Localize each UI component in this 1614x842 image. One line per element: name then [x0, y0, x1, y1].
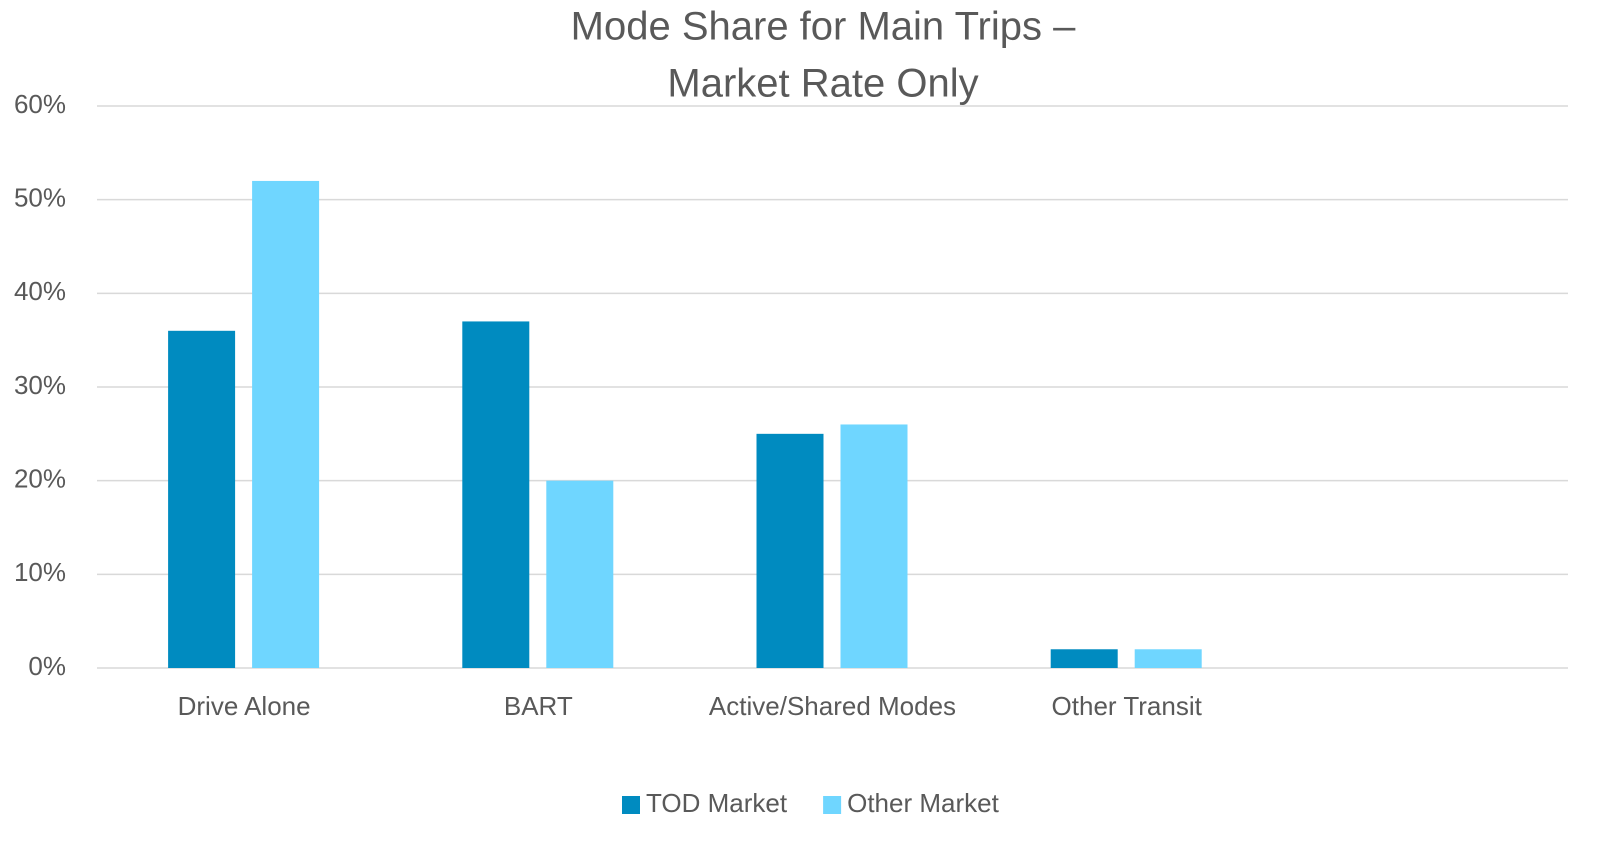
legend-label: Other Market: [847, 788, 999, 818]
x-tick-label: Active/Shared Modes: [709, 691, 956, 721]
chart-title: Mode Share for Main Trips –: [571, 5, 1076, 49]
y-tick-label: 40%: [14, 276, 66, 306]
bar: [840, 424, 908, 668]
y-tick-label: 50%: [14, 183, 66, 213]
bar: [1134, 649, 1202, 668]
x-tick-label: BART: [504, 691, 573, 721]
legend-label: TOD Market: [646, 788, 788, 818]
chart-title: Market Rate Only: [667, 62, 978, 106]
y-tick-label: 10%: [14, 557, 66, 587]
bar: [1050, 649, 1118, 668]
y-tick-label: 30%: [14, 370, 66, 400]
bar: [546, 480, 614, 668]
legend-swatch: [823, 796, 842, 814]
x-tick-label: Drive Alone: [178, 691, 311, 721]
y-tick-label: 60%: [14, 89, 66, 119]
bar: [168, 330, 236, 668]
x-tick-label: Other Transit: [1052, 691, 1203, 721]
bar: [252, 180, 320, 668]
y-tick-label: 20%: [14, 464, 66, 494]
legend-swatch: [622, 796, 640, 814]
bar: [462, 321, 530, 668]
y-tick-label: 0%: [28, 651, 66, 681]
bar: [756, 433, 824, 668]
